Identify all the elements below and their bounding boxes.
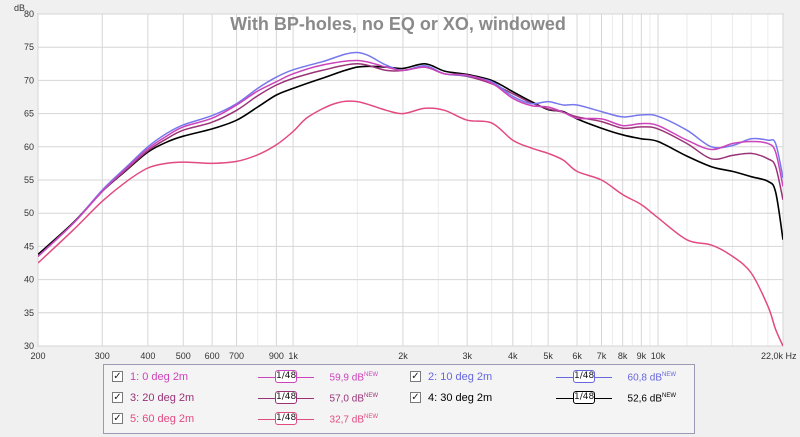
x-tick-label: 7k — [597, 351, 607, 360]
x-tick-label: 22,0k Hz — [761, 351, 797, 360]
x-tick-label: 1k — [288, 351, 298, 360]
legend-panel: ✓ 1: 0 deg 2m 1/48 59,9 dBNEW ✓ 2: 10 deg 2m 1… — [103, 364, 695, 434]
x-tick-label: 9k — [637, 351, 647, 360]
chart-title: With BP-holes, no EQ or XO, windowed — [230, 14, 566, 34]
legend-level-value: 59,9 dBNEW — [329, 372, 378, 384]
legend-entry: ✓ 2: 10 deg 2m 1/48 60,8 dBNEW — [402, 368, 692, 388]
y-tick-label: 35 — [24, 308, 34, 318]
series-lines — [38, 51, 783, 346]
x-tick-label: 6k — [572, 351, 582, 360]
x-tick-label: 900 — [269, 351, 284, 360]
legend-level-value: 32,7 dBNEW — [329, 414, 378, 426]
frequency-response-chart: 30 35 40 45 50 55 60 65 70 75 80 200 300 400 500 600 700… — [14, 3, 797, 360]
legend-level-value: 60,8 dBNEW — [627, 372, 676, 384]
smoothing-button[interactable]: 1/48 — [275, 370, 297, 383]
x-tick-label: 10k — [651, 351, 666, 360]
x-tick-label: 500 — [176, 351, 191, 360]
legend-series-name: 3: 20 deg 2m — [130, 392, 195, 404]
legend-row: ✓ 5: 60 deg 2m 1/48 32,7 dBNEW — [104, 410, 694, 430]
legend-checkbox[interactable]: ✓ — [112, 413, 123, 424]
series-line — [38, 100, 783, 346]
x-tick-label: 700 — [229, 351, 244, 360]
axes: 30 35 40 45 50 55 60 65 70 75 80 200 300 400 500 600 700… — [24, 9, 797, 360]
x-tick-label: 5k — [543, 351, 553, 360]
smoothing-button[interactable]: 1/48 — [573, 391, 595, 404]
x-tick-label: 400 — [140, 351, 155, 360]
x-tick-label: 600 — [205, 351, 220, 360]
smoothing-button[interactable]: 1/48 — [573, 370, 595, 383]
y-tick-label: 45 — [24, 241, 34, 251]
y-tick-label: 70 — [24, 75, 34, 85]
legend-level-value: 52,6 dBNEW — [627, 393, 676, 405]
legend-entry: ✓ 1: 0 deg 2m 1/48 59,9 dBNEW — [104, 368, 394, 388]
legend-checkbox[interactable]: ✓ — [112, 392, 123, 403]
y-tick-label: 30 — [24, 341, 34, 351]
legend-series-name: 1: 0 deg 2m — [130, 371, 189, 383]
smoothing-button[interactable]: 1/48 — [275, 412, 297, 425]
legend-series-name: 4: 30 deg 2m — [428, 392, 493, 404]
legend-series-name: 2: 10 deg 2m — [428, 371, 493, 383]
x-tick-label: 8k — [618, 351, 628, 360]
legend-entry: ✓ 5: 60 deg 2m 1/48 32,7 dBNEW — [104, 410, 394, 430]
series-line — [38, 62, 783, 255]
x-tick-label: 2k — [398, 351, 408, 360]
y-tick-label: 55 — [24, 175, 34, 185]
legend-row: ✓ 1: 0 deg 2m 1/48 59,9 dBNEW ✓ 2: 10 deg 2m 1… — [104, 368, 694, 388]
x-tick-label: 300 — [95, 351, 110, 360]
x-tick-label: 200 — [30, 351, 45, 360]
legend-checkbox[interactable]: ✓ — [112, 371, 123, 382]
legend-entry: ✓ 3: 20 deg 2m 1/48 57,0 dBNEW — [104, 389, 394, 409]
y-tick-label: 60 — [24, 142, 34, 152]
x-tick-label: 4k — [508, 351, 518, 360]
legend-entry: ✓ 4: 30 deg 2m 1/48 52,6 dBNEW — [402, 389, 692, 409]
legend-row: ✓ 3: 20 deg 2m 1/48 57,0 dBNEW ✓ 4: 30 deg 2m… — [104, 389, 694, 409]
y-tick-label: 50 — [24, 208, 34, 218]
legend-checkbox[interactable]: ✓ — [410, 371, 421, 382]
y-axis-unit-label: dB — [14, 3, 25, 13]
legend-level-value: 57,0 dBNEW — [329, 393, 378, 405]
smoothing-button[interactable]: 1/48 — [275, 391, 297, 404]
legend-series-name: 5: 60 deg 2m — [130, 413, 195, 425]
y-tick-label: 80 — [24, 9, 34, 19]
grid — [37, 13, 784, 347]
y-tick-label: 75 — [24, 42, 34, 52]
x-tick-label: 3k — [462, 351, 472, 360]
legend-checkbox[interactable]: ✓ — [410, 392, 421, 403]
series-line — [38, 59, 783, 257]
y-tick-label: 40 — [24, 275, 34, 285]
y-tick-label: 65 — [24, 109, 34, 119]
